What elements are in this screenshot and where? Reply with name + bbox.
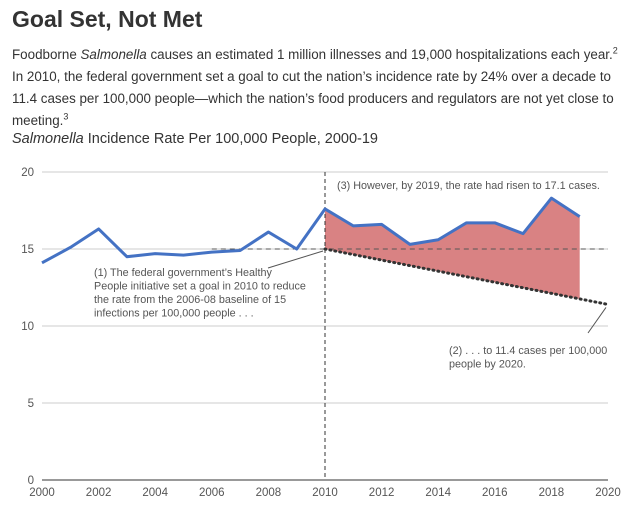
annotation-1-line-3: the rate from the 2006-08 baseline of 15 [94, 294, 286, 306]
footnote-ref-3[interactable]: 3 [63, 111, 69, 122]
y-tick-label-20: 20 [21, 167, 34, 179]
annotation-3-text: (3) However, by 2019, the rate had risen… [337, 180, 600, 192]
axis-labels: 0 5 10 15 20 2000 2002 2004 2006 2008 2010 2012 2014… [21, 167, 621, 499]
annotation-1-leader [267, 250, 324, 269]
reference-lines [211, 172, 610, 480]
y-tick-label-5: 5 [28, 398, 34, 410]
x-tick-label-2014: 2014 [425, 487, 451, 499]
subtitle-italic: Salmonella [80, 47, 147, 62]
x-tick-label-2010: 2010 [312, 487, 338, 499]
chart-description: Foodborne Salmonella causes an estimated… [12, 44, 630, 132]
gap-area [325, 198, 580, 299]
series-line-incidence-rate [41, 196, 581, 265]
subtitle-part-1: Foodborne [12, 47, 81, 62]
annotation-1-line-2: People initiative set a goal in 2010 to … [94, 281, 306, 293]
annotation-2-line-1: (2) . . . to 11.4 cases per 100,000 [449, 345, 607, 357]
x-tick-label-2008: 2008 [256, 487, 282, 499]
chart-title-italic: Salmonella [12, 131, 84, 147]
chart-title-rest: Incidence Rate Per 100,000 People, 2000-… [83, 131, 378, 147]
page-title: Goal Set, Not Met [12, 6, 203, 32]
footnote-ref-2[interactable]: 2 [612, 45, 618, 56]
subtitle-part-3: In 2010, the federal government set a go… [12, 69, 614, 128]
x-tick-label-2000: 2000 [29, 487, 55, 499]
annotations: (1) The federal government’s Healthy Peop… [94, 180, 607, 371]
x-tick-label-2002: 2002 [86, 487, 112, 499]
y-tick-label-0: 0 [28, 475, 34, 487]
y-tick-label-15: 15 [21, 244, 34, 256]
chart-title: Salmonella Incidence Rate Per 100,000 Pe… [12, 131, 378, 147]
x-tick-label-2006: 2006 [199, 487, 225, 499]
annotation-1-line-1: (1) The federal government’s Healthy [94, 267, 272, 279]
series-layer [41, 196, 581, 265]
gap-area-layer [325, 198, 580, 299]
y-tick-label-10: 10 [21, 321, 34, 333]
annotation-1-text: (1) The federal government’s Healthy Peop… [94, 267, 306, 320]
x-tick-label-2016: 2016 [482, 487, 508, 499]
x-tick-label-2020: 2020 [595, 487, 621, 499]
goal-line [323, 247, 610, 306]
subtitle-part-2: causes an estimated 1 million illnesses … [146, 47, 613, 62]
annotation-2-text: (2) . . . to 11.4 cases per 100,000 peopl… [449, 345, 607, 371]
x-tick-label-2004: 2004 [142, 487, 168, 499]
annotation-2-leader [587, 307, 607, 334]
annotation-1-line-4: infections per 100,000 people . . . [94, 308, 254, 320]
x-tick-label-2018: 2018 [539, 487, 565, 499]
annotation-2-line-2: people by 2020. [449, 359, 526, 371]
x-tick-label-2012: 2012 [369, 487, 395, 499]
